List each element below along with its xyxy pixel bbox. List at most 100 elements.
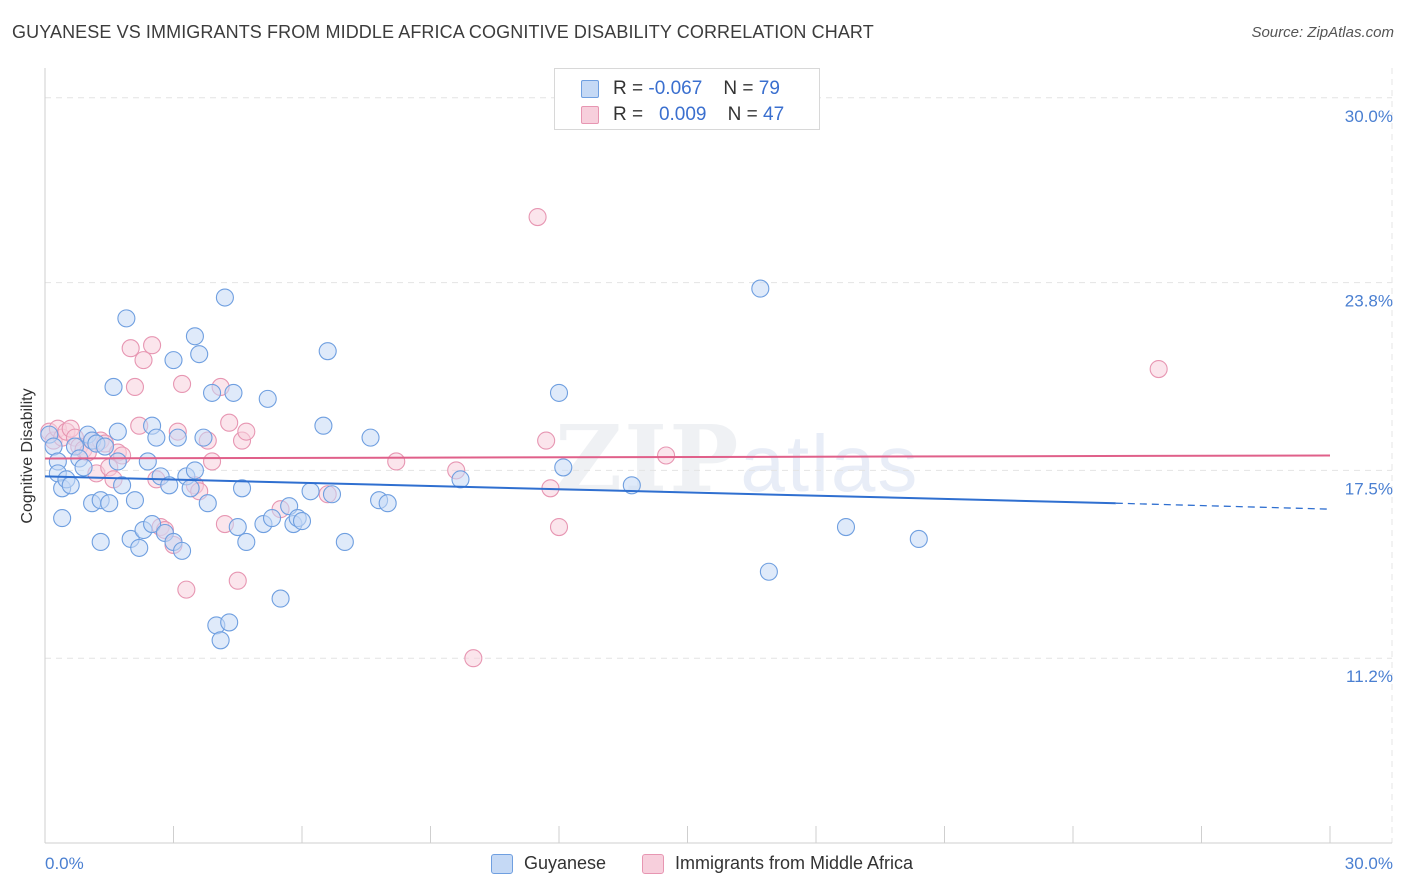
guyanese-trend-line	[44, 475, 1116, 505]
middle-africa-point	[549, 517, 569, 537]
guyanese-point	[168, 428, 187, 447]
guyanese-point	[117, 309, 136, 328]
guyanese-point	[100, 494, 119, 513]
y-tick-label: 17.5%	[1345, 479, 1393, 498]
middle-africa-point	[537, 431, 556, 450]
middle-africa-point	[143, 336, 162, 355]
guyanese-point	[836, 517, 856, 537]
guyanese-point	[147, 428, 166, 447]
guyanese-trend-extension	[1115, 502, 1331, 510]
guyanese-point	[318, 342, 337, 361]
middle-africa-point	[173, 374, 192, 394]
guyanese-point	[194, 428, 213, 447]
guyanese-point	[237, 532, 256, 551]
guyanese-point	[173, 541, 192, 560]
source-label: Source: ZipAtlas.com	[1251, 24, 1394, 41]
guyanese-point	[215, 288, 234, 307]
series-guyanese-points	[40, 279, 928, 650]
guyanese-point	[108, 452, 127, 471]
middle-africa-point	[125, 377, 144, 396]
guyanese-point	[751, 279, 770, 298]
middle-africa-trend-line	[44, 454, 1331, 460]
guyanese-point	[554, 458, 573, 477]
middle-africa-point	[134, 351, 153, 370]
legend-label: Immigrants from Middle Africa	[675, 853, 914, 873]
y-tick-label: 23.8%	[1345, 292, 1393, 311]
guyanese-point	[74, 458, 93, 477]
r-value: -0.067	[648, 78, 703, 99]
blue-swatch	[491, 854, 513, 874]
guyanese-point	[909, 529, 928, 549]
guyanese-point	[108, 422, 127, 441]
tick-labels: 11.2% 17.5% 23.8% 30.0% 0.0% 30.0%	[45, 107, 1393, 873]
guyanese-point	[220, 613, 239, 632]
middle-africa-point	[237, 422, 256, 441]
x-tick-label: 0.0%	[45, 854, 84, 873]
blue-swatch	[581, 80, 599, 98]
guyanese-point	[314, 416, 333, 435]
middle-africa-point	[228, 571, 247, 590]
guyanese-point	[378, 494, 397, 513]
middle-africa-point	[220, 413, 239, 432]
guyanese-point	[190, 345, 209, 364]
guyanese-point	[224, 383, 243, 402]
n-value: 79	[758, 78, 780, 99]
guyanese-point	[53, 509, 72, 528]
guyanese-point	[322, 485, 342, 504]
chart-title: GUYANESE VS IMMIGRANTS FROM MIDDLE AFRIC…	[12, 22, 874, 42]
n-value: 47	[763, 104, 785, 125]
guyanese-point	[549, 383, 569, 402]
guyanese-point	[622, 476, 641, 495]
guyanese-point	[104, 377, 123, 396]
guyanese-point	[130, 538, 149, 557]
trend-lines	[44, 454, 1331, 510]
guyanese-point	[232, 479, 252, 498]
watermark-zip: ZIP	[555, 405, 741, 513]
guyanese-point	[759, 562, 778, 581]
watermark-atlas: atlas	[740, 419, 920, 508]
guyanese-point	[211, 631, 230, 650]
middle-africa-point	[657, 446, 676, 465]
guyanese-point	[91, 532, 110, 551]
axes	[44, 68, 1392, 844]
middle-africa-point	[203, 452, 222, 471]
guyanese-point	[203, 383, 222, 402]
middle-africa-point	[121, 339, 140, 358]
guyanese-point	[185, 461, 204, 480]
guyanese-point	[271, 589, 290, 608]
zipatlas-watermark: ZIPatlas	[555, 405, 919, 513]
guyanese-point	[185, 327, 204, 346]
guyanese-point	[44, 437, 63, 456]
guyanese-point	[228, 517, 247, 537]
guyanese-point	[164, 351, 183, 370]
middle-africa-point	[464, 649, 483, 668]
r-label: R =	[613, 78, 644, 99]
guyanese-point	[292, 512, 312, 531]
middle-africa-point	[387, 452, 406, 471]
pink-swatch	[581, 106, 599, 124]
guyanese-point	[262, 509, 282, 528]
guyanese-point	[61, 476, 80, 495]
guyanese-point	[198, 494, 217, 513]
r-value: 0.009	[658, 104, 707, 125]
y-tick-label: 30.0%	[1345, 107, 1393, 126]
guyanese-point	[143, 515, 162, 534]
n-label: N =	[723, 78, 754, 99]
legend-label: Guyanese	[524, 853, 607, 873]
r-label: R =	[613, 104, 644, 125]
y-tick-label: 11.2%	[1346, 667, 1393, 686]
n-label: N =	[727, 104, 758, 125]
guyanese-point	[361, 428, 380, 447]
guyanese-point	[335, 532, 354, 551]
x-tick-label: 30.0%	[1345, 854, 1393, 873]
correlation-stats-box: R = -0.067 N = 79 R = 0.009 N = 47	[554, 68, 820, 130]
middle-africa-point	[528, 207, 547, 227]
guyanese-point	[301, 482, 320, 501]
guyanese-point	[258, 389, 277, 408]
guyanese-point	[95, 437, 115, 456]
pink-swatch	[642, 854, 664, 874]
guyanese-point	[138, 452, 157, 471]
middle-africa-point	[177, 580, 196, 599]
guyanese-point	[125, 491, 144, 510]
